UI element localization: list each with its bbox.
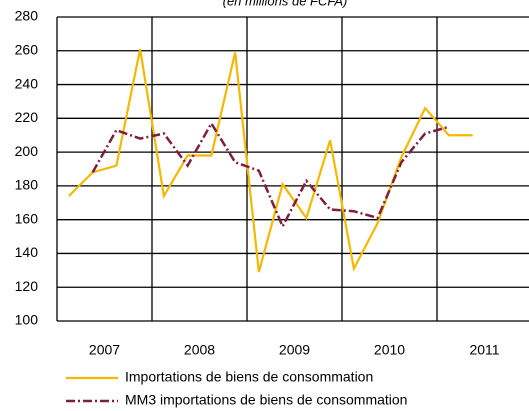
y-tick-label: 160 [15, 210, 39, 226]
y-tick-label: 100 [15, 312, 39, 328]
y-tick-label: 280 [15, 8, 39, 24]
x-tick-label: 2007 [89, 342, 120, 358]
x-tick-label: 2010 [374, 342, 405, 358]
y-tick-label: 180 [15, 177, 39, 193]
legend-label: MM3 importations de biens de consommatio… [125, 392, 407, 408]
legend-label: Importations de biens de consommation [125, 369, 373, 385]
y-tick-label: 240 [15, 75, 39, 91]
y-tick-label: 120 [15, 278, 39, 294]
chart-subtitle: (en millions de FCFA) [223, 0, 348, 8]
x-tick-label: 2009 [279, 342, 310, 358]
series-line [68, 48, 473, 273]
y-tick-label: 260 [15, 41, 39, 57]
x-tick-label: 2008 [184, 342, 215, 358]
series-line [91, 120, 450, 230]
y-tick-label: 200 [15, 143, 39, 159]
y-tick-label: 140 [15, 244, 39, 260]
y-tick-label: 220 [15, 109, 39, 125]
x-tick-label: 2011 [469, 342, 499, 358]
